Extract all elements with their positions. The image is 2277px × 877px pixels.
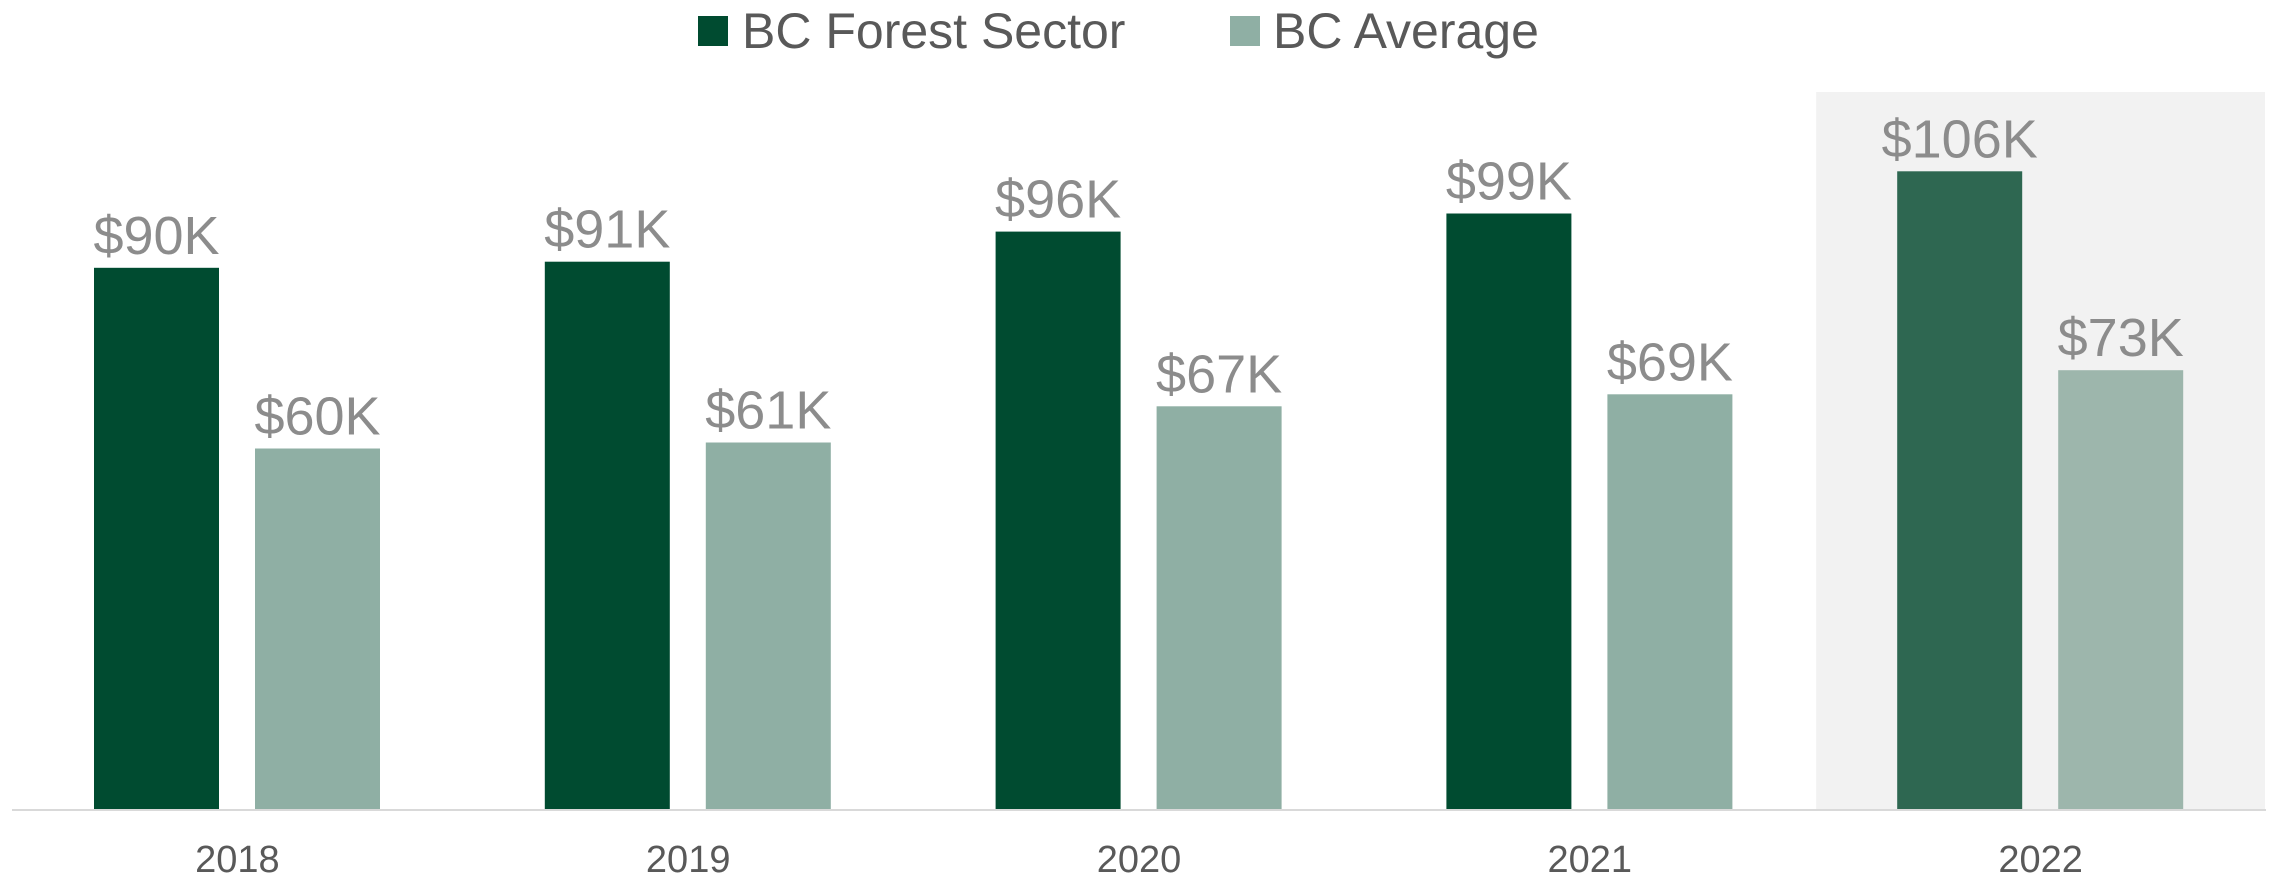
bar-bc-average-2021 <box>1607 394 1733 810</box>
x-tick-label-2022: 2022 <box>1998 839 2083 877</box>
legend-label-bc-average: BC Average <box>1273 3 1539 59</box>
value-label-bc-average-2022: $73K <box>2058 308 2184 368</box>
value-label-bc-average-2020: $67K <box>1156 344 1282 404</box>
bar-bc-average-2018 <box>255 448 380 810</box>
value-label-bc-average-2019: $61K <box>705 381 831 441</box>
value-label-bc-average-2018: $60K <box>254 387 380 447</box>
value-label-bc-forest-sector-2018: $90K <box>93 206 219 266</box>
bars-layer <box>94 171 2184 811</box>
x-tick-labels-layer: 2018 2019 2020 2021 2022 <box>195 839 2083 877</box>
bar-bc-forest-sector-2018 <box>94 267 219 811</box>
value-label-bc-forest-sector-2020: $96K <box>995 170 1121 230</box>
highlight-band-layer <box>1816 92 2265 810</box>
value-label-bc-forest-sector-2019: $91K <box>544 200 670 260</box>
legend-label-bc-forest-sector: BC Forest Sector <box>742 3 1125 59</box>
legend: BC Forest Sector BC Average <box>698 3 1539 59</box>
legend-swatch-bc-average <box>1230 16 1260 46</box>
value-label-bc-forest-sector-2022: $106K <box>1882 109 2038 169</box>
bar-bc-forest-sector-2022 <box>1897 171 2023 811</box>
bar-bc-forest-sector-2021 <box>1446 213 1572 810</box>
x-tick-label-2020: 2020 <box>1097 839 1182 877</box>
legend-swatch-bc-forest-sector <box>698 16 728 46</box>
value-labels-layer: $90K $60K $91K $61K $96K $67K $99K $69K $106K $73… <box>93 109 2183 446</box>
x-tick-label-2019: 2019 <box>646 839 731 877</box>
bar-bc-forest-sector-2019 <box>544 261 670 810</box>
bar-bc-forest-sector-2020 <box>995 231 1121 811</box>
bar-bc-average-2019 <box>705 442 831 810</box>
value-label-bc-average-2021: $69K <box>1607 332 1733 392</box>
value-label-bc-forest-sector-2021: $99K <box>1446 152 1572 212</box>
x-tick-label-2018: 2018 <box>195 839 280 877</box>
x-tick-label-2021: 2021 <box>1548 839 1633 877</box>
highlight-band-2022 <box>1816 92 2265 810</box>
bar-bc-average-2022 <box>2058 370 2184 810</box>
bar-bc-average-2020 <box>1156 406 1282 810</box>
